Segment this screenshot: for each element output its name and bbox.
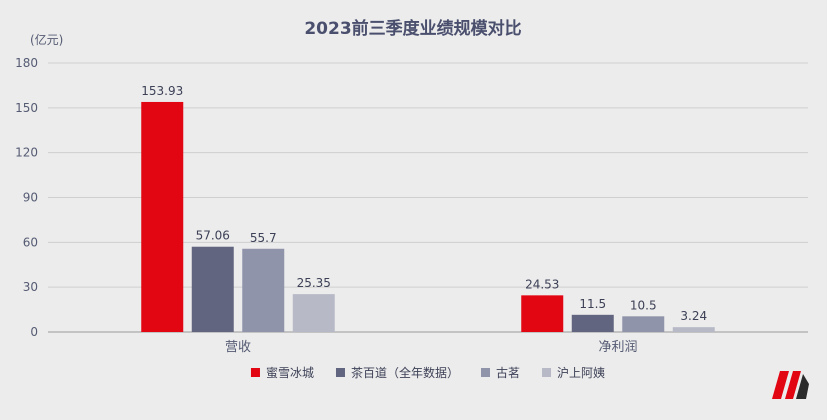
y-tick-label: 0 bbox=[30, 325, 38, 339]
y-tick-label: 180 bbox=[15, 56, 38, 70]
legend-swatch bbox=[542, 368, 552, 377]
legend-swatch bbox=[335, 368, 345, 377]
data-label: 3.24 bbox=[680, 309, 707, 323]
bar bbox=[622, 316, 665, 332]
data-label: 55.7 bbox=[250, 231, 277, 245]
data-label: 10.5 bbox=[630, 298, 657, 312]
bar bbox=[141, 101, 184, 332]
data-label: 25.35 bbox=[297, 276, 331, 290]
bar bbox=[191, 246, 234, 332]
legend: 蜜雪冰城 茶百道（全年数据） 古茗 沪上阿姨 bbox=[250, 365, 605, 380]
chart-title: 2023前三季度业绩规模对比 bbox=[304, 18, 521, 39]
legend-label: 沪上阿姨 bbox=[557, 366, 605, 380]
data-label: 24.53 bbox=[525, 277, 559, 291]
bar bbox=[571, 314, 614, 332]
legend-swatch bbox=[481, 368, 490, 377]
legend-item: 茶百道（全年数据） bbox=[335, 365, 459, 380]
legend-label: 蜜雪冰城 bbox=[266, 365, 314, 380]
y-axis-ticks: 0 30 60 90 120 150 180 bbox=[15, 56, 38, 339]
x-category-label: 营收 bbox=[225, 340, 251, 355]
y-tick-label: 150 bbox=[15, 101, 38, 115]
legend-swatch bbox=[250, 368, 260, 377]
bar bbox=[292, 294, 335, 332]
legend-item: 沪上阿姨 bbox=[542, 366, 605, 380]
category-labels: 营收 净利润 bbox=[225, 340, 638, 355]
legend-item: 蜜雪冰城 bbox=[250, 365, 314, 380]
y-tick-label: 60 bbox=[23, 235, 38, 249]
x-category-label: 净利润 bbox=[598, 340, 637, 355]
bar bbox=[521, 295, 564, 332]
legend-label: 茶百道（全年数据） bbox=[351, 365, 459, 380]
y-tick-label: 120 bbox=[15, 146, 38, 160]
y-tick-label: 30 bbox=[23, 280, 38, 294]
data-label: 11.5 bbox=[579, 297, 606, 311]
data-label: 57.06 bbox=[196, 229, 230, 243]
data-label: 153.93 bbox=[141, 84, 183, 98]
legend-label: 古茗 bbox=[496, 365, 520, 380]
bar bbox=[672, 327, 715, 332]
brand-logo-icon bbox=[772, 371, 809, 399]
y-tick-label: 90 bbox=[23, 191, 38, 205]
bars: 153.93 57.06 55.7 25.35 24.53 11.5 10.5 3.24 bbox=[141, 84, 715, 332]
legend-item: 古茗 bbox=[481, 365, 520, 380]
y-axis-unit: (亿元) bbox=[30, 32, 63, 47]
bar bbox=[242, 248, 285, 332]
